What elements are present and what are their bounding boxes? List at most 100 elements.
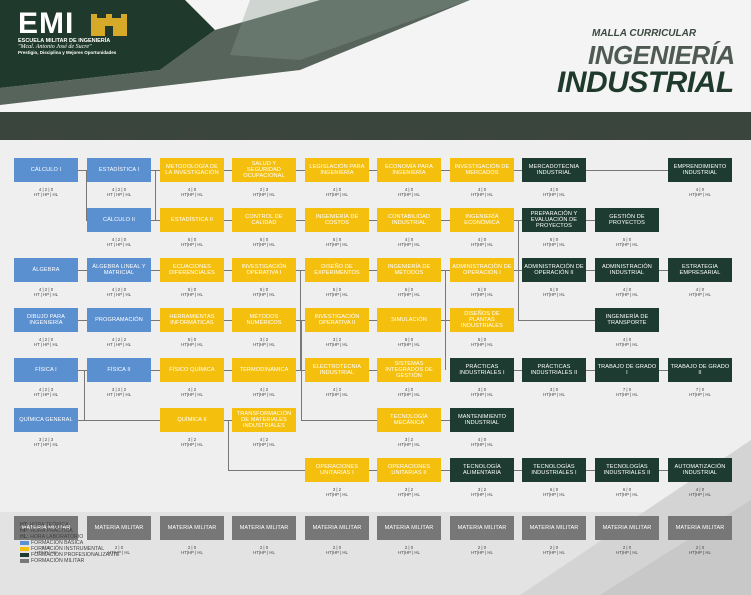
military-course-box[interactable]: MATERIA MILITAR: [232, 516, 296, 540]
course-box[interactable]: TRABAJO DE GRADO I: [595, 358, 659, 382]
hours-labels: HT|HP | HL: [181, 392, 203, 398]
hours-values: 6 | 0: [404, 287, 414, 292]
hours-values: 6 | 0: [549, 237, 559, 242]
course-box[interactable]: FÍSICA II: [87, 358, 151, 382]
course-box[interactable]: TECNOLOGÍA ALIMENTARIA: [450, 458, 514, 482]
course-box[interactable]: INGENIERÍA ECONÓMICA: [450, 208, 514, 232]
course-box[interactable]: TECNOLOGÍAS INDUSTRIALES II: [595, 458, 659, 482]
hours-values: 2 | 0: [695, 545, 705, 550]
course-box[interactable]: HERRAMIENTAS INFORMÁTICAS: [160, 308, 224, 332]
hours-labels: HT|HP | HL: [616, 292, 638, 298]
semester-number: TERCER: [180, 129, 204, 135]
course-box[interactable]: DISEÑOS DE PLANTAS INDUSTRIALES: [450, 308, 514, 332]
course-box[interactable]: TERMODINÁMICA: [232, 358, 296, 382]
course-box[interactable]: INGENIERÍA DE COSTOS: [305, 208, 369, 232]
hours-labels: HT|HP | HL: [108, 550, 130, 556]
course-box[interactable]: AUTOMATIZACIÓN INDUSTRIAL: [668, 458, 732, 482]
semester-header: SEXTO SEMESTRE: [374, 129, 444, 141]
hours-labels: HT|HP | HL: [181, 192, 203, 198]
course-hours: 2 | 0 HT|HP | HL: [665, 545, 735, 556]
course-box[interactable]: INVESTIGACIÓN OPERATIVA II: [305, 308, 369, 332]
course-box[interactable]: ÁLGEBRA LINEAL Y MATRICIAL: [87, 258, 151, 282]
course-box[interactable]: LEGISLACIÓN PARA INGENIERÍA: [305, 158, 369, 182]
course-box[interactable]: MANTENIMIENTO INDUSTRIAL: [450, 408, 514, 432]
course-box[interactable]: ECONOMÍA PARA INGENIERÍA: [377, 158, 441, 182]
course-box[interactable]: PRÁCTICAS INDUSTRIALES I: [450, 358, 514, 382]
military-course-box[interactable]: MATERIA MILITAR: [305, 516, 369, 540]
course-box[interactable]: PROGRAMACIÓN: [87, 308, 151, 332]
connector-line: [151, 370, 160, 371]
course-box[interactable]: GESTIÓN DE PROYECTOS: [595, 208, 659, 232]
course-box[interactable]: CONTABILIDAD INDUSTRIAL: [377, 208, 441, 232]
legend: HT: HORA TEÓRICA HP: HORA PRÁCTICA HL: H…: [20, 522, 119, 564]
course-hours: 4 | 0 HT|HP | HL: [302, 187, 372, 198]
course-box[interactable]: INGENIERÍA DE TRANSPORTE: [595, 308, 659, 332]
course-box[interactable]: SALUD Y SEGURIDAD OCUPACIONAL: [232, 158, 296, 182]
logo: EMI ESCUELA MILITAR DE INGENIERÍA "Mcal.…: [18, 9, 148, 55]
military-course-box[interactable]: MATERIA MILITAR: [522, 516, 586, 540]
course-box[interactable]: CÁLCULO I: [14, 158, 78, 182]
course-box[interactable]: DISEÑO DE EXPERIMENTOS: [305, 258, 369, 282]
course-box[interactable]: INVESTIGACIÓN OPERATIVA I: [232, 258, 296, 282]
hours-labels: HT | HP | HL: [106, 392, 132, 398]
military-course-box[interactable]: MATERIA MILITAR: [668, 516, 732, 540]
course-box[interactable]: ESTADÍSTICA II: [160, 208, 224, 232]
career-title-line1: INGENIERÍA: [588, 40, 735, 70]
course-box[interactable]: INGENIERÍA DE MÉTODOS: [377, 258, 441, 282]
course-box[interactable]: PREPARACIÓN Y EVALUACIÓN DE PROYECTOS: [522, 208, 586, 232]
course-box[interactable]: QUÍMICA GENERAL: [14, 408, 78, 432]
course-box[interactable]: OPERACIONES UNITARIAS I: [305, 458, 369, 482]
hours-values: 4 | 2 | 0: [111, 237, 127, 242]
course-box[interactable]: SIMULACIÓN: [377, 308, 441, 332]
course-box[interactable]: ESTADÍSTICA I: [87, 158, 151, 182]
military-course-box[interactable]: MATERIA MILITAR: [450, 516, 514, 540]
military-course-box[interactable]: MATERIA MILITAR: [160, 516, 224, 540]
course-box[interactable]: ÁLGEBRA: [14, 258, 78, 282]
course-box[interactable]: METODOLOGÍA DE LA INVESTIGACIÓN: [160, 158, 224, 182]
course-box[interactable]: CÁLCULO II: [87, 208, 151, 232]
semester-label: SEMESTRE: [103, 135, 135, 141]
hours-labels: HT|HP | HL: [543, 392, 565, 398]
military-course-box[interactable]: MATERIA MILITAR: [14, 516, 78, 540]
course-box[interactable]: DIBUJO PARA INGENIERÍA: [14, 308, 78, 332]
course-box[interactable]: CONTROL DE CALIDAD: [232, 208, 296, 232]
hours-labels: HT|HP | HL: [398, 442, 420, 448]
course-hours: 3 | 0 HT|HP | HL: [447, 387, 517, 398]
course-box[interactable]: MÉTODOS NUMÉRICOS: [232, 308, 296, 332]
hours-labels: HT|HP | HL: [543, 292, 565, 298]
course-box[interactable]: TRANSFORMACIÓN DE MATERIALES INDUSTRIALE…: [232, 408, 296, 432]
hours-labels: HT|HP | HL: [689, 292, 711, 298]
course-hours: 5 | 0 HT|HP | HL: [447, 337, 517, 348]
course-box[interactable]: SISTEMAS INTEGRADOS DE GESTIÓN: [377, 358, 441, 382]
course-box[interactable]: ADMINISTRACIÓN DE OPERACIÓN I: [450, 258, 514, 282]
hours-values: 5 | 0: [332, 287, 342, 292]
course-box[interactable]: TECNOLOGÍA MECÁNICA: [377, 408, 441, 432]
course-box[interactable]: ADMINISTRACIÓN INDUSTRIAL: [595, 258, 659, 282]
course-box[interactable]: INVESTIGACIÓN DE MERCADOS: [450, 158, 514, 182]
course-box[interactable]: PRÁCTICAS INDUSTRIALES II: [522, 358, 586, 382]
course-box[interactable]: ECUACIONES DIFERENCIALES: [160, 258, 224, 282]
course-box[interactable]: TRABAJO DE GRADO II: [668, 358, 732, 382]
course-box[interactable]: ELECTROTECNIA INDUSTRIAL: [305, 358, 369, 382]
connector-line: [86, 170, 87, 220]
military-course-box[interactable]: MATERIA MILITAR: [595, 516, 659, 540]
course-box[interactable]: ADMINISTRACIÓN DE OPERACIÓN II: [522, 258, 586, 282]
hours-labels: HT|HP | HL: [398, 550, 420, 556]
course-box[interactable]: FÍSICA I: [14, 358, 78, 382]
course-box[interactable]: MERCADOTECNIA INDUSTRIAL: [522, 158, 586, 182]
course-box[interactable]: QUÍMICA II: [160, 408, 224, 432]
course-box[interactable]: FÍSICO QUÍMICA: [160, 358, 224, 382]
military-course-box[interactable]: MATERIA MILITAR: [377, 516, 441, 540]
hours-values: 3 | 2: [332, 337, 342, 342]
course-box[interactable]: ESTRATEGIA EMPRESARIAL: [668, 258, 732, 282]
connector-line: [518, 220, 519, 320]
semester-number: SEXTO: [399, 129, 419, 135]
course-box[interactable]: EMPRENDIMIENTO INDUSTRIAL: [668, 158, 732, 182]
hours-values: 5 | 0: [404, 337, 414, 342]
connector-line: [228, 420, 229, 470]
military-course-box[interactable]: MATERIA MILITAR: [87, 516, 151, 540]
course-hours: 4 | 0 HT|HP | HL: [665, 287, 735, 298]
connector-line: [296, 170, 305, 171]
course-box[interactable]: TECNOLOGÍAS INDUSTRIALES I: [522, 458, 586, 482]
course-box[interactable]: OPERACIONES UNITARIAS II: [377, 458, 441, 482]
